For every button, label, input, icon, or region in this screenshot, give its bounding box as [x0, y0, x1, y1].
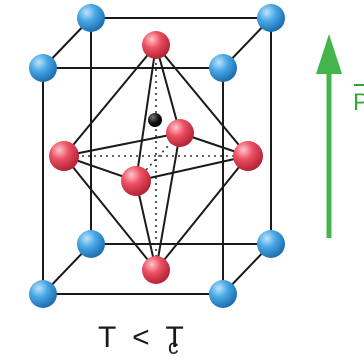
corner-atoms — [29, 4, 285, 308]
oxygen-atom-right — [233, 141, 263, 171]
corner-atom-back-top-right — [257, 4, 285, 32]
condition-operator: < — [132, 321, 150, 354]
oxygen-atom-top — [142, 31, 170, 59]
corner-atom-front-bottom-right — [209, 280, 237, 308]
oxygen-atom-left — [49, 141, 79, 171]
corner-atom-front-bottom-left — [29, 280, 57, 308]
corner-atom-back-bottom-right — [257, 230, 285, 258]
condition-rhs: T — [165, 321, 183, 354]
oxygen-atoms — [49, 31, 263, 284]
corner-atom-front-top-left — [29, 54, 57, 82]
corner-atom-front-top-right — [209, 54, 237, 82]
oxygen-atom-front — [121, 166, 151, 196]
polarization-label: P — [353, 89, 364, 116]
cube-front-face — [42, 67, 224, 295]
center-atom — [148, 113, 162, 127]
condition-lhs: T — [98, 321, 116, 354]
corner-atom-back-top-left — [77, 4, 105, 32]
cube-back-face — [90, 17, 272, 245]
oxygen-atom-bottom — [142, 256, 170, 284]
polarization-arrow — [316, 34, 342, 238]
corner-atom-back-bottom-left — [77, 230, 105, 258]
condition-subscript: c — [168, 336, 179, 359]
oxygen-atom-back — [166, 119, 194, 147]
temperature-condition: T < T c — [98, 321, 184, 359]
svg-text:T < T: T < T — [98, 321, 184, 354]
